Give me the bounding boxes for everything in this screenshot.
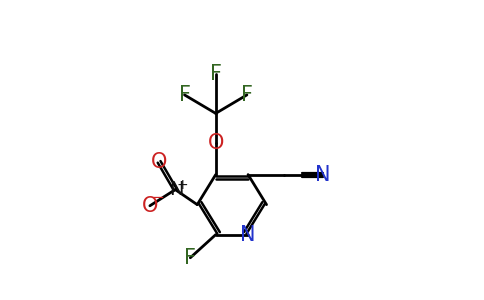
Text: N: N bbox=[316, 165, 331, 184]
Text: +: + bbox=[176, 178, 188, 193]
Text: N: N bbox=[240, 225, 256, 245]
Text: F: F bbox=[210, 64, 222, 84]
Text: F: F bbox=[179, 85, 191, 105]
Text: N: N bbox=[169, 180, 184, 199]
Text: O: O bbox=[208, 134, 224, 153]
Text: O: O bbox=[142, 196, 158, 216]
Text: O: O bbox=[151, 152, 167, 172]
Text: F: F bbox=[184, 248, 197, 268]
Text: −: − bbox=[152, 190, 165, 205]
Text: F: F bbox=[241, 85, 253, 105]
